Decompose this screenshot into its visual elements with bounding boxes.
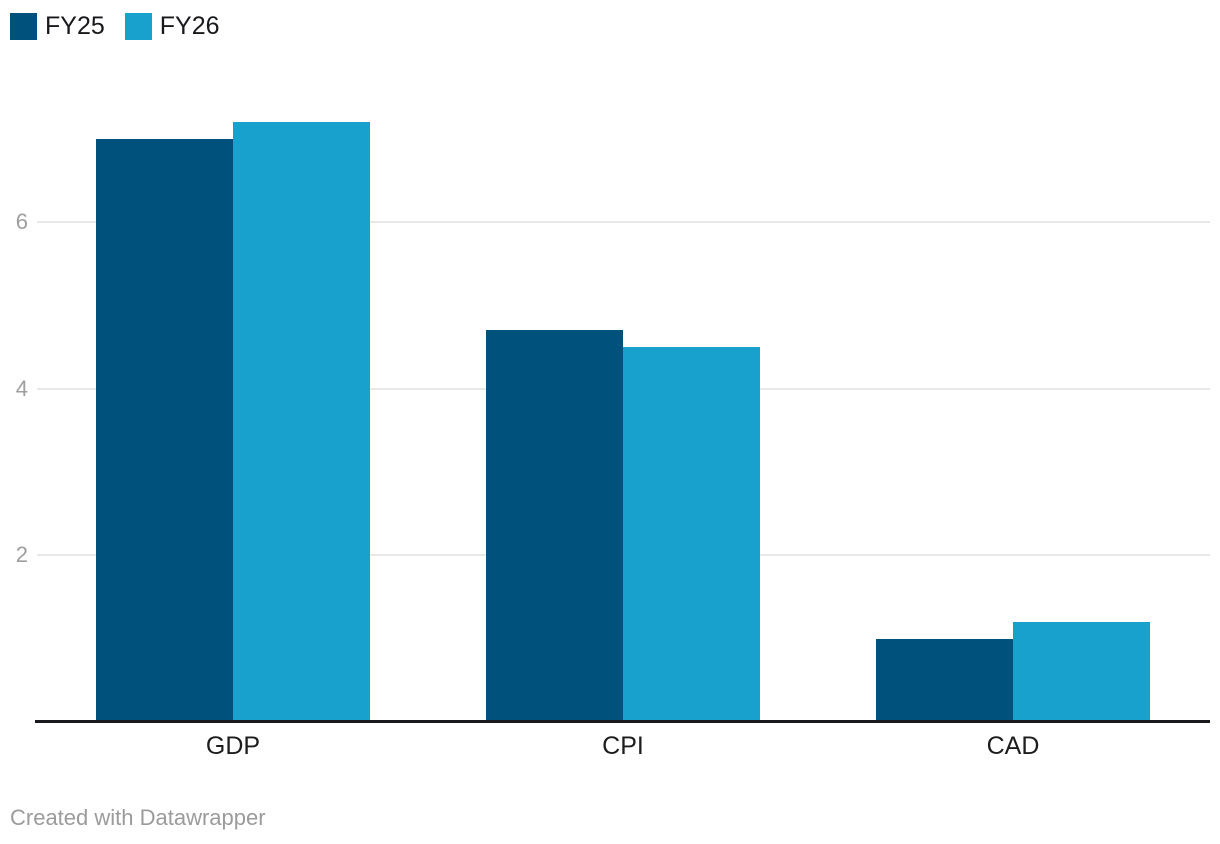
y-tick-label: 6	[15, 209, 28, 234]
legend-item-fy26: FY26	[124, 12, 220, 40]
bar-cpi-fy26	[623, 347, 760, 722]
bar-cpi-fy25	[486, 330, 623, 722]
y-tick-label: 4	[15, 375, 28, 401]
bar-cad-fy25	[876, 638, 1013, 722]
x-axis-line	[35, 720, 1210, 723]
category-label-cpi: CPI	[602, 732, 644, 760]
legend-label: FY25	[45, 12, 105, 40]
category-label-gdp: GDP	[205, 732, 261, 760]
legend: FY25 FY26	[10, 13, 220, 40]
y-tick-label: 2	[15, 542, 28, 568]
legend-item-fy25: FY25	[10, 13, 105, 40]
legend-label: FY26	[159, 12, 220, 40]
gridline-y6	[37, 221, 1210, 223]
category-label-cad: CAD	[986, 732, 1040, 760]
legend-swatch-fy25	[10, 13, 37, 40]
bar-cad-fy26	[1013, 622, 1150, 722]
bar-gdp-fy26	[233, 122, 370, 722]
legend-swatch-fy26	[124, 13, 152, 40]
attribution-text: Created with Datawrapper	[10, 805, 266, 830]
bar-gdp-fy25	[96, 138, 233, 722]
